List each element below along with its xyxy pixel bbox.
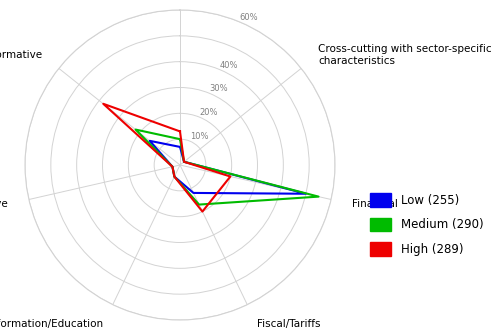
Legend: Low (255), Medium (290), High (289): Low (255), Medium (290), High (289) — [364, 187, 489, 262]
